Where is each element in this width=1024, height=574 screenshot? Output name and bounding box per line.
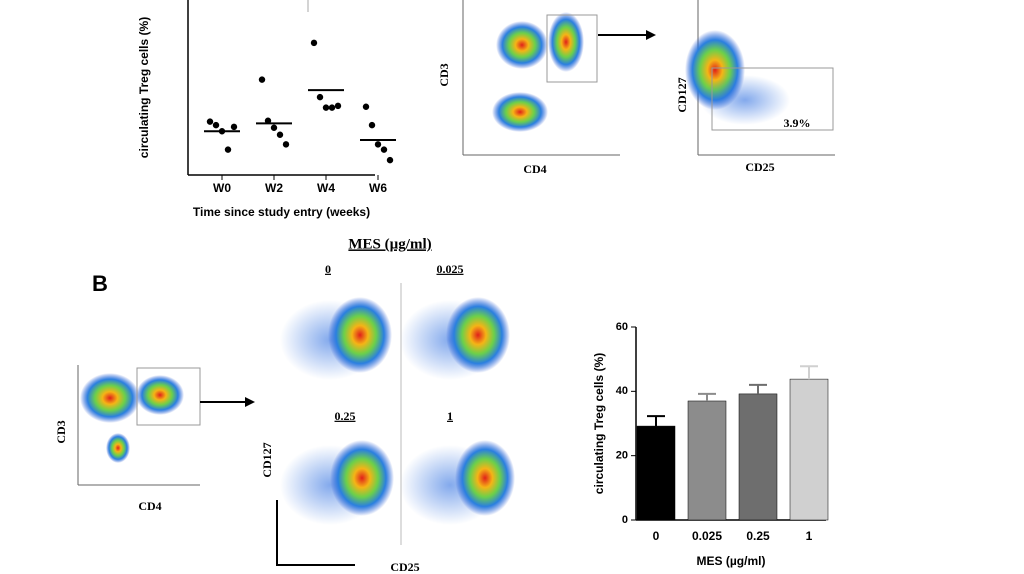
flow-population — [80, 373, 140, 423]
flow-grid — [276, 283, 515, 566]
gate — [546, 14, 598, 83]
flow-population — [106, 433, 130, 463]
gate — [711, 67, 834, 131]
dot — [270, 124, 278, 131]
axis-label: CD3 — [437, 63, 451, 86]
axis-label: CD3 — [54, 420, 68, 443]
error-bar — [800, 365, 818, 380]
axis-label: CD25 — [745, 160, 774, 174]
dot — [380, 146, 388, 153]
flow-population — [136, 375, 184, 415]
axis-label: CD4 — [138, 499, 161, 513]
dot — [386, 156, 394, 164]
x-tick-label: 0.25 — [746, 529, 770, 543]
arrow-head — [245, 397, 255, 407]
bar — [687, 400, 727, 521]
dose-label: 1 — [447, 409, 453, 423]
x-tick-label: W6 — [369, 181, 387, 195]
top-flow: CD3 CD4 CD127 CD25 3.9% — [437, 0, 835, 176]
axis-label: CD127 — [675, 77, 689, 112]
bar — [738, 393, 778, 521]
flow-population — [328, 297, 392, 373]
dot — [362, 103, 370, 110]
flow-population — [455, 440, 515, 516]
bar — [636, 425, 676, 521]
dot — [230, 123, 238, 131]
x-tick-label: W2 — [265, 181, 283, 195]
y-tick-label: 20 — [616, 450, 628, 462]
x-tick-label: W0 — [213, 181, 231, 195]
y-tick-label: 40 — [616, 385, 628, 397]
dot — [264, 117, 272, 124]
error-bar — [749, 383, 767, 394]
dot — [374, 141, 382, 148]
x-tick-label: 1 — [806, 529, 813, 543]
bar — [789, 378, 829, 521]
dot — [328, 104, 336, 111]
panel-b-flow: B MES (µg/ml) 0 0.025 0.25 1 CD3 CD4 CD1… — [54, 236, 515, 574]
flow-population — [548, 12, 584, 72]
dot — [368, 121, 376, 129]
dot — [310, 39, 318, 47]
dot — [334, 102, 342, 110]
flow-population — [446, 297, 510, 373]
flow-population — [496, 21, 548, 69]
dose-label: 0 — [325, 262, 331, 276]
axis-bracket — [276, 500, 355, 566]
error-bar — [647, 415, 665, 427]
dot — [282, 141, 290, 148]
axis-label: CD127 — [260, 442, 274, 477]
gate-percent: 3.9% — [784, 116, 811, 130]
flow-population — [700, 75, 790, 125]
x-tick-label: 0 — [653, 529, 660, 543]
dose-label: 0.025 — [437, 262, 464, 276]
gate — [136, 367, 201, 426]
x-axis-label: Time since study entry (weeks) — [193, 205, 370, 219]
flow-population — [492, 92, 548, 132]
flow-population — [330, 440, 394, 516]
dose-title: MES (µg/ml) — [348, 236, 431, 252]
axis-label: CD25 — [390, 560, 419, 574]
dot — [322, 104, 330, 111]
x-tick-label: W4 — [317, 181, 335, 195]
error-bar — [698, 392, 716, 401]
x-tick-label: 0.025 — [692, 529, 722, 543]
dot — [316, 93, 324, 101]
axis-label: CD4 — [523, 162, 546, 176]
x-axis-label: MES (µg/ml) — [697, 554, 766, 568]
dot — [224, 146, 232, 153]
dose-label: 0.25 — [335, 409, 356, 423]
dot — [206, 118, 214, 125]
panel-label: B — [92, 271, 108, 296]
y-axis-label: circulating Treg cells (%) — [137, 17, 151, 158]
dot — [258, 76, 266, 83]
arrow-head — [646, 30, 656, 40]
y-tick-label: 60 — [616, 321, 628, 333]
dot — [276, 131, 284, 138]
y-axis-label: circulating Treg cells (%) — [592, 353, 606, 494]
dot — [212, 121, 220, 129]
y-tick-label: 0 — [622, 514, 628, 526]
